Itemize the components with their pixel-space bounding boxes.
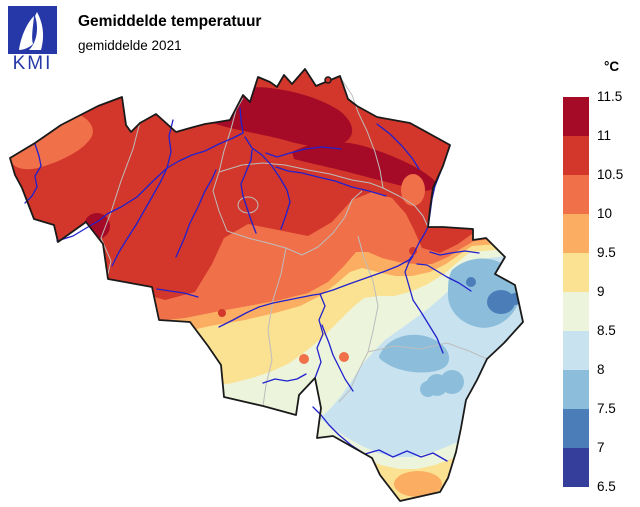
river-samber	[218, 293, 321, 328]
warm-spot-meuse-1	[299, 354, 309, 364]
legend-swatch-6.5-7	[563, 448, 589, 487]
legend-tick-11.5: 11.5	[597, 89, 623, 104]
medium-blue-spot-3	[420, 381, 436, 397]
river-demer	[275, 166, 387, 197]
province-line-brabant-hainaut	[226, 230, 303, 256]
kmi-logo-left-wave	[19, 16, 34, 50]
temperature-layers	[10, 69, 523, 501]
province-line-liege-luxembourg	[367, 342, 488, 360]
coastal-orange-patch	[10, 115, 93, 170]
legend-tick-10: 10	[597, 206, 613, 221]
river-dijle-rupel	[244, 136, 291, 230]
warm-spots-orange	[299, 352, 349, 364]
kmi-logo-right-wave	[29, 12, 44, 50]
river-ijzer	[24, 143, 42, 204]
legend-tick-9: 9	[597, 284, 605, 299]
legend-unit-label: °C	[604, 59, 620, 74]
legend-swatch-7-7.5	[563, 409, 589, 448]
legend-swatch-8.5-9	[563, 292, 589, 331]
river-lesse	[321, 324, 354, 392]
tip-light-orange	[394, 471, 442, 497]
province-line-namur-liege	[357, 235, 379, 353]
legend-swatch-10.5-11	[563, 136, 589, 175]
legend-swatch-10-10.5	[563, 175, 589, 214]
province-line-limburg-liege	[382, 187, 429, 228]
province-line-ovl-antwerpen	[218, 97, 244, 173]
legend-swatch-7.5-8	[563, 370, 589, 409]
legend-swatch-9-9.5	[563, 253, 589, 292]
kmi-logo	[8, 6, 57, 54]
legend-tick-8: 8	[597, 362, 605, 377]
river-schelde	[166, 107, 244, 169]
river-ambleve	[416, 263, 472, 292]
legend-tick-10.5: 10.5	[597, 167, 624, 182]
warm-spot-hainaut	[218, 309, 226, 317]
warm-spot-liege	[409, 247, 417, 255]
province-line-namur-luxembourg	[338, 351, 369, 403]
river-vesder	[429, 250, 480, 256]
kmi-logo-text: KMI	[12, 53, 53, 74]
warm-spots-red	[218, 247, 417, 317]
province-line-walbrab-liege	[301, 190, 363, 256]
river-bovenschelde	[111, 167, 168, 267]
river-viroin	[262, 373, 307, 384]
river-ourthe	[404, 255, 444, 354]
page-subtitle: gemiddelde 2021	[78, 38, 182, 53]
river-nete	[265, 146, 342, 158]
province-line-antwerpen-limburg	[339, 76, 384, 189]
river-zenne	[240, 149, 257, 234]
limburg-orange-patch	[401, 174, 425, 206]
legend-color-scale	[563, 97, 589, 487]
province-line-hainaut-namur	[262, 247, 287, 407]
belgium-border	[9, 68, 524, 502]
rivers	[24, 107, 480, 462]
river-leie	[56, 167, 168, 242]
legend-tick-7.5: 7.5	[597, 401, 616, 416]
legend-swatch-9.5-10	[563, 214, 589, 253]
river-haine	[156, 288, 199, 298]
legend-tick-7: 7	[597, 440, 605, 455]
page-title: Gemiddelde temperatuur	[78, 13, 262, 30]
dark-red-hageland	[292, 141, 436, 191]
river-kempen-kanaal	[376, 123, 420, 170]
province-line-ovl-brabant	[212, 171, 228, 232]
warm-spot-meuse-2	[339, 352, 349, 362]
river-dender	[175, 169, 217, 258]
legend-tick-11: 11	[597, 128, 612, 143]
blue-dot	[466, 277, 476, 287]
legend-tick-9.5: 9.5	[597, 245, 616, 260]
legend-tick-6.5: 6.5	[597, 479, 616, 494]
legend-swatch-8-8.5	[563, 331, 589, 370]
legend-tick-8.5: 8.5	[597, 323, 616, 338]
legend-swatch-11-11.5	[563, 97, 589, 136]
baarle-exclave	[324, 76, 332, 84]
river-maas	[314, 145, 451, 379]
medium-blue-ardennes	[379, 334, 450, 373]
river-semois	[312, 406, 448, 462]
blue-core-fens	[487, 290, 515, 314]
medium-blue-spot-2	[440, 370, 464, 394]
